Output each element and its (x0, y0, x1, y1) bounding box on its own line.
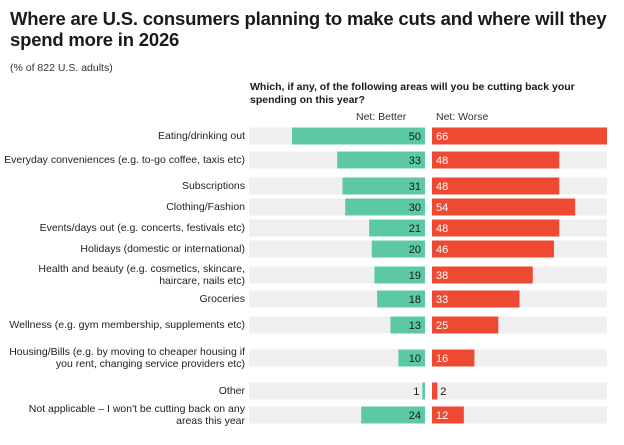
value-label-better: 30 (409, 202, 421, 214)
bar-better (377, 290, 425, 308)
value-label-worse: 12 (436, 410, 448, 422)
value-label-worse: 16 (436, 353, 448, 365)
category-label: Housing/Bills (e.g. by moving to cheaper… (9, 345, 245, 371)
value-label-better: 19 (409, 270, 421, 282)
bar-better (422, 382, 425, 400)
category-label: Other (218, 384, 245, 397)
value-label-worse: 46 (436, 244, 448, 256)
value-label-better: 13 (409, 320, 421, 332)
category-label: Events/days out (e.g. concerts, festival… (39, 221, 245, 234)
track-better (249, 382, 425, 400)
bar-better (342, 177, 425, 195)
value-label-worse: 2 (440, 386, 446, 398)
bar-worse (432, 127, 607, 145)
value-label-better: 33 (409, 155, 421, 167)
value-label-worse: 25 (436, 320, 448, 332)
bar-better (398, 349, 425, 367)
column-header-better: Net: Better (356, 111, 407, 123)
track-better (249, 316, 425, 334)
value-label-worse: 48 (436, 181, 448, 193)
value-label-better: 21 (409, 223, 421, 235)
track-worse (432, 349, 607, 367)
value-label-better: 24 (409, 410, 421, 422)
bar-worse (432, 219, 560, 237)
bar-better (369, 219, 425, 237)
track-better (249, 349, 425, 367)
bar-better (374, 266, 425, 284)
bar-worse (432, 240, 554, 258)
category-label: Clothing/Fashion (166, 200, 245, 213)
value-label-worse: 38 (436, 270, 448, 282)
value-label-worse: 48 (436, 155, 448, 167)
bar-better (390, 316, 425, 334)
survey-question: Which, if any, of the following areas wi… (250, 81, 575, 106)
value-label-worse: 54 (436, 202, 448, 214)
bar-better (345, 198, 425, 216)
chart-title: Where are U.S. consumers planning to mak… (10, 8, 607, 50)
bar-worse (432, 316, 499, 334)
bar-better (371, 240, 425, 258)
category-label: Not applicable – I won't be cutting back… (28, 402, 245, 428)
bar-worse (432, 406, 464, 424)
column-header-worse: Net: Worse (436, 111, 489, 123)
category-label: Wellness (e.g. gym membership, supplemen… (9, 318, 245, 331)
value-label-better: 10 (409, 353, 421, 365)
value-label-better: 18 (409, 294, 421, 306)
track-worse (432, 406, 607, 424)
bar-better (337, 151, 425, 169)
bar-worse (432, 151, 560, 169)
value-label-worse: 33 (436, 294, 448, 306)
bar-worse (432, 177, 560, 195)
value-label-better: 31 (409, 181, 421, 193)
bar-better (292, 127, 425, 145)
category-label: Holidays (domestic or international) (80, 242, 245, 255)
category-label: Groceries (199, 292, 245, 305)
value-label-better: 20 (409, 244, 421, 256)
value-label-worse: 48 (436, 223, 448, 235)
value-label-better: 1 (413, 386, 419, 398)
bar-worse (432, 198, 576, 216)
value-label-better: 50 (409, 131, 421, 143)
bar-better (361, 406, 425, 424)
bar-worse (432, 290, 520, 308)
bar-worse (432, 266, 533, 284)
chart-subtitle: (% of 822 U.S. adults) (10, 62, 113, 74)
category-label: Subscriptions (181, 179, 245, 192)
bar-worse (432, 382, 438, 400)
category-label: Eating/drinking out (158, 129, 245, 142)
bar-worse (432, 349, 475, 367)
category-label: Everyday conveniences (e.g. to-go coffee… (4, 153, 245, 166)
category-label: Health and beauty (e.g. cosmetics, skinc… (38, 262, 245, 288)
value-label-worse: 66 (436, 131, 448, 143)
track-worse (432, 382, 607, 400)
